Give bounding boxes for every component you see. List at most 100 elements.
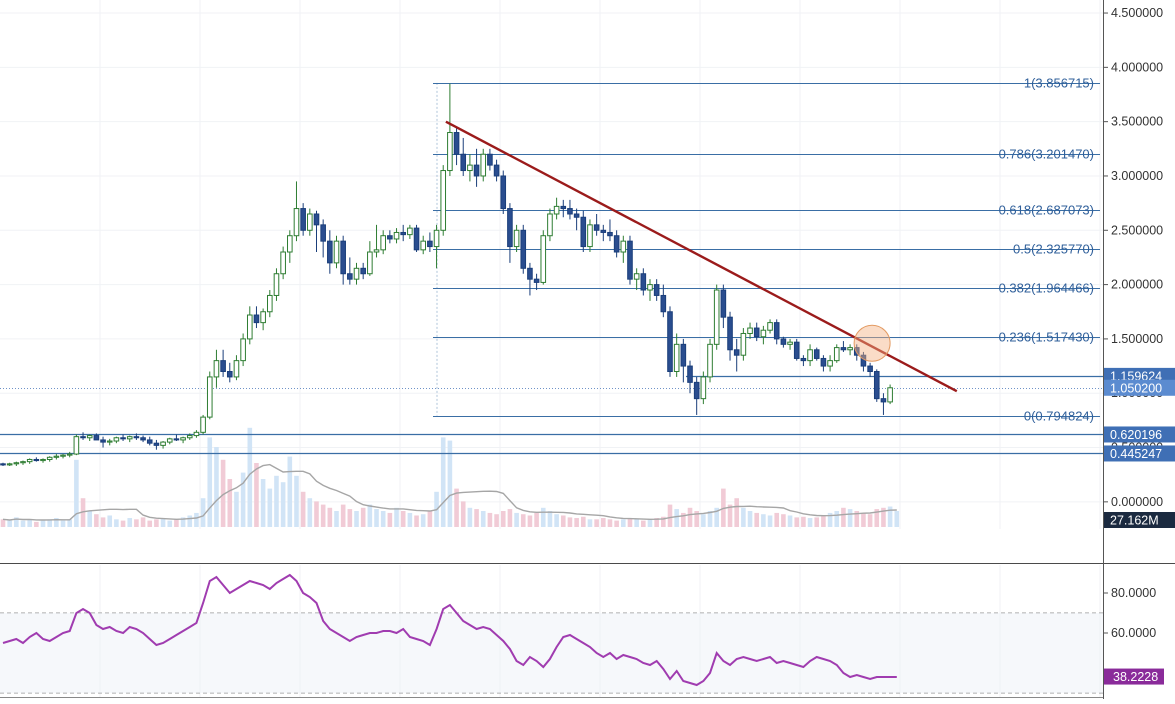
candle-down [680, 343, 687, 367]
candle-up [66, 453, 73, 456]
candle-up [186, 435, 193, 439]
current-price-tag-bg [1104, 379, 1175, 396]
y-tick-label: 1.500000 [1111, 332, 1163, 346]
candle-up [373, 249, 380, 253]
candle-down [507, 208, 513, 248]
volume-bar [681, 512, 686, 527]
volume-bar [507, 509, 513, 527]
volume-bar [380, 511, 386, 527]
volume-bar [687, 507, 693, 527]
volume-bar [214, 447, 219, 527]
candle-down [880, 398, 887, 403]
volume-bar [467, 507, 473, 527]
volume-bar [167, 520, 173, 527]
candle-down [627, 240, 633, 280]
volume-bar [360, 507, 366, 527]
volume-bar [260, 479, 266, 527]
candle-up [273, 273, 280, 296]
volume-bar [621, 519, 626, 527]
candle-down [500, 175, 507, 210]
volume-bar [187, 515, 193, 527]
volume-bar [781, 514, 786, 527]
volume-bar [887, 506, 893, 527]
volume-bar [334, 511, 339, 527]
level-price-tag-bg [1104, 445, 1175, 462]
candle-down [93, 435, 100, 441]
volume-bar [267, 488, 273, 527]
candle-up [367, 251, 373, 275]
candle-up [287, 235, 293, 253]
candle-up [26, 458, 33, 463]
fib-level-label: 0.236(1.517430) [999, 330, 1094, 345]
y-tick-label: 0.000000 [1111, 495, 1163, 509]
volume-bar [454, 488, 459, 527]
candle-down [173, 438, 180, 441]
candle-up [760, 329, 767, 338]
candle-up [267, 294, 273, 313]
y-tick-label: 2.000000 [1111, 278, 1163, 292]
volume-bar [787, 515, 793, 527]
volume-bar [94, 514, 99, 527]
volume-bar [40, 520, 46, 527]
highlight-circle [853, 324, 891, 362]
candle-down [146, 439, 153, 444]
volume-bar [500, 511, 506, 527]
rsi-value-tag: 38.2228 [1113, 670, 1158, 684]
volume-bar [601, 518, 606, 527]
volume-bar [560, 515, 566, 527]
candle-down [867, 365, 873, 372]
candle-up [240, 338, 246, 362]
volume-bar [347, 509, 353, 527]
volume-bar [107, 515, 113, 527]
candle-up [200, 416, 206, 433]
candle-down [487, 153, 493, 166]
candle-down [667, 311, 673, 372]
candle-up [433, 229, 440, 248]
volume-bar [87, 511, 93, 527]
volume-bar [314, 501, 319, 527]
pane-gap [0, 529, 1175, 563]
volume-bar [407, 512, 413, 527]
candle-down [347, 273, 353, 280]
volume-bar [594, 519, 599, 527]
volume-bar [320, 504, 326, 527]
volume-bar [367, 504, 373, 527]
y-tick-label: 2.500000 [1111, 223, 1163, 237]
candle-down [727, 316, 733, 351]
trendline[interactable] [445, 120, 958, 393]
volume-bar [767, 515, 773, 527]
candle-down [840, 347, 847, 351]
volume-bar [140, 517, 146, 527]
candle-down [360, 267, 366, 275]
volume-bar [821, 515, 826, 527]
candle-up [73, 436, 80, 455]
volume-bar [440, 437, 446, 527]
candle-down [253, 314, 260, 324]
candle-down [813, 349, 820, 359]
candle-up [40, 458, 46, 462]
volume-bar [154, 519, 159, 527]
volume-bar [34, 521, 39, 527]
candle-up [467, 164, 473, 172]
candle-down [820, 357, 827, 367]
candle-up [20, 461, 26, 464]
candle-up [213, 360, 220, 378]
volume-bar [280, 482, 286, 527]
volume-bar [520, 514, 526, 527]
candle-down [653, 284, 660, 296]
volume-bar [387, 512, 393, 527]
volume-bar [494, 514, 499, 527]
volume-bar [414, 515, 419, 527]
fib-level-label: 0.786(3.201470) [999, 147, 1094, 162]
volume-bar [294, 475, 299, 527]
volume-bar [234, 491, 239, 527]
candle-down [80, 436, 86, 439]
volume-bar [641, 520, 646, 527]
candle-up [180, 437, 186, 441]
candle-up [447, 132, 453, 172]
candle-up [833, 347, 840, 362]
volume-bar [420, 514, 426, 527]
candle-down [427, 240, 433, 248]
candle-down [473, 164, 480, 177]
